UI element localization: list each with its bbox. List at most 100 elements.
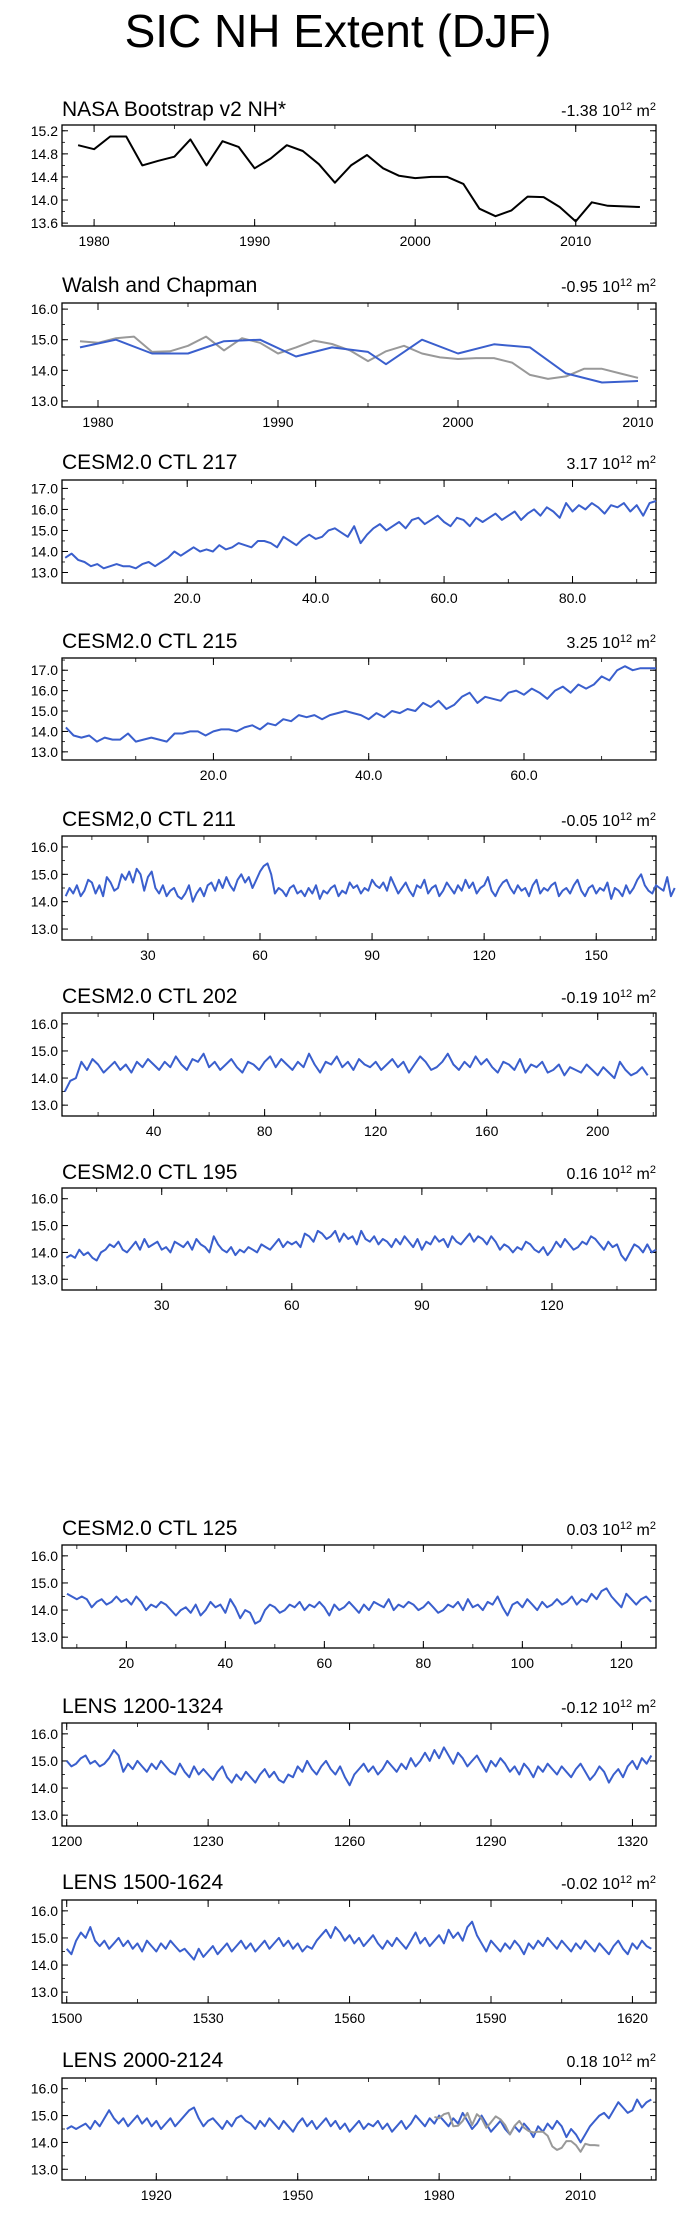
x-tick-label: 80 (416, 1655, 432, 1671)
panel-title: LENS 1500-1624 (62, 1871, 223, 1894)
chart-panel: CESM2.0 CTL 202 -0.19 1012 m2 13.0 14.0 15.0… (31, 985, 657, 1139)
x-tick-label: 30 (154, 1297, 170, 1313)
y-tick-label: 13.0 (31, 1097, 58, 1113)
y-tick-label: 16.0 (31, 301, 58, 317)
panel-title: CESM2,0 CTL 211 (62, 808, 236, 831)
y-tick-label: 15.0 (31, 1043, 58, 1059)
y-tick-label: 15.0 (31, 332, 58, 348)
x-tick-label: 40.0 (302, 590, 329, 606)
x-tick-label: 1990 (239, 233, 270, 249)
chart-panel: LENS 1500-1624 -0.02 1012 m2 13.0 14.0 15.0 1… (31, 1871, 657, 2026)
y-tick-label: 13.0 (31, 744, 58, 760)
trend-label: -0.12 1012 m2 (561, 1698, 656, 1717)
y-tick-label: 16.0 (31, 1191, 58, 1207)
y-tick-label: 16.0 (31, 1903, 58, 1919)
x-tick-label: 40 (146, 1123, 162, 1139)
y-tick-label: 14.0 (31, 543, 58, 559)
y-tick-label: 15.0 (31, 2108, 58, 2124)
page-title: SIC NH Extent (DJF) (124, 5, 552, 57)
x-tick-label: 1200 (51, 1833, 82, 1849)
y-tick-label: 16.0 (31, 839, 58, 855)
series-line (434, 2111, 600, 2153)
series-line (64, 500, 657, 570)
series-line (66, 1587, 652, 1625)
x-tick-label: 1320 (617, 1833, 648, 1849)
y-tick-label: 13.0 (31, 921, 58, 937)
x-tick-label: 100 (511, 1655, 535, 1671)
y-tick-label: 15.0 (31, 1753, 58, 1769)
y-tick-label: 14.0 (31, 894, 58, 910)
panel-title: CESM2.0 CTL 202 (62, 985, 237, 1008)
trend-label: 3.17 1012 m2 (566, 454, 656, 473)
y-tick-label: 14.0 (31, 1602, 58, 1618)
x-tick-label: 2010 (560, 233, 591, 249)
x-tick-label: 60 (284, 1297, 300, 1313)
chart-panel: CESM2,0 CTL 211 -0.05 1012 m2 13.0 14.0 15.0… (31, 808, 676, 963)
x-tick-label: 1290 (475, 1833, 506, 1849)
plot-frame (61, 1722, 657, 1827)
panel-title: CESM2.0 CTL 215 (62, 630, 237, 653)
x-tick-label: 150 (585, 947, 609, 963)
y-tick-label: 14.0 (31, 1780, 58, 1796)
x-tick-label: 1920 (141, 2187, 172, 2203)
y-tick-label: 13.0 (31, 1271, 58, 1287)
x-tick-label: 80 (257, 1123, 273, 1139)
series-line (63, 1052, 649, 1093)
x-tick-label: 60 (252, 947, 268, 963)
y-tick-label: 14.0 (31, 192, 58, 208)
chart-panel: CESM2.0 CTL 125 0.03 1012 m2 13.0 14.0 15.0 1… (31, 1517, 657, 1671)
trend-label: 0.03 1012 m2 (566, 1520, 656, 1539)
chart-panel: CESM2.0 CTL 195 0.16 1012 m2 13.0 14.0 15.0 1… (31, 1161, 657, 1313)
y-tick-label: 16.0 (31, 2081, 58, 2097)
y-tick-label: 13.6 (31, 215, 58, 231)
series-line (77, 135, 640, 223)
x-tick-label: 1620 (617, 2010, 648, 2026)
x-tick-label: 1980 (82, 414, 113, 430)
chart-panel: CESM2.0 CTL 215 3.25 1012 m2 13.0 14.0 15.0 1… (31, 630, 657, 783)
y-tick-label: 15.0 (31, 1930, 58, 1946)
x-tick-label: 2010 (622, 414, 653, 430)
y-tick-label: 16.0 (31, 1548, 58, 1564)
series-line (65, 665, 656, 743)
panel-title: LENS 2000-2124 (62, 2049, 223, 2072)
y-tick-label: 15.0 (31, 1575, 58, 1591)
y-tick-label: 14.0 (31, 1244, 58, 1260)
trend-label: -1.38 1012 m2 (561, 101, 656, 120)
plot-frame (61, 1899, 657, 2004)
plot-frame (61, 1012, 657, 1117)
y-tick-label: 15.0 (31, 866, 58, 882)
y-tick-label: 16.0 (31, 501, 58, 517)
x-tick-label: 80.0 (559, 590, 586, 606)
trend-label: -0.19 1012 m2 (561, 988, 656, 1007)
y-tick-label: 14.0 (31, 362, 58, 378)
series-line (66, 2098, 652, 2144)
chart-panel: NASA Bootstrap v2 NH* -1.38 1012 m2 13.6 14… (31, 98, 657, 249)
x-tick-label: 60 (317, 1655, 333, 1671)
x-tick-label: 120 (364, 1123, 388, 1139)
x-tick-label: 1950 (282, 2187, 313, 2203)
trend-label: 0.18 1012 m2 (566, 2052, 656, 2071)
y-tick-label: 13.0 (31, 1807, 58, 1823)
y-tick-label: 16.0 (31, 1726, 58, 1742)
x-tick-label: 2000 (400, 233, 431, 249)
x-tick-label: 20 (119, 1655, 135, 1671)
y-tick-label: 13.0 (31, 564, 58, 580)
series-line (64, 862, 676, 903)
y-tick-label: 14.8 (31, 146, 58, 162)
x-tick-label: 120 (540, 1297, 564, 1313)
panel-title: CESM2.0 CTL 195 (62, 1161, 237, 1184)
x-tick-label: 30 (140, 947, 156, 963)
x-tick-label: 120 (610, 1655, 634, 1671)
panel-title: CESM2.0 CTL 125 (62, 1517, 237, 1540)
x-tick-label: 120 (472, 947, 496, 963)
trend-label: -0.95 1012 m2 (561, 277, 656, 296)
x-tick-label: 1230 (193, 1833, 224, 1849)
y-tick-label: 16.0 (31, 1016, 58, 1032)
y-tick-label: 14.0 (31, 2134, 58, 2150)
x-tick-label: 20.0 (174, 590, 201, 606)
y-tick-label: 13.0 (31, 1984, 58, 2000)
x-tick-label: 40.0 (355, 767, 382, 783)
x-tick-label: 1500 (51, 2010, 82, 2026)
x-tick-label: 90 (414, 1297, 430, 1313)
x-tick-label: 200 (586, 1123, 610, 1139)
